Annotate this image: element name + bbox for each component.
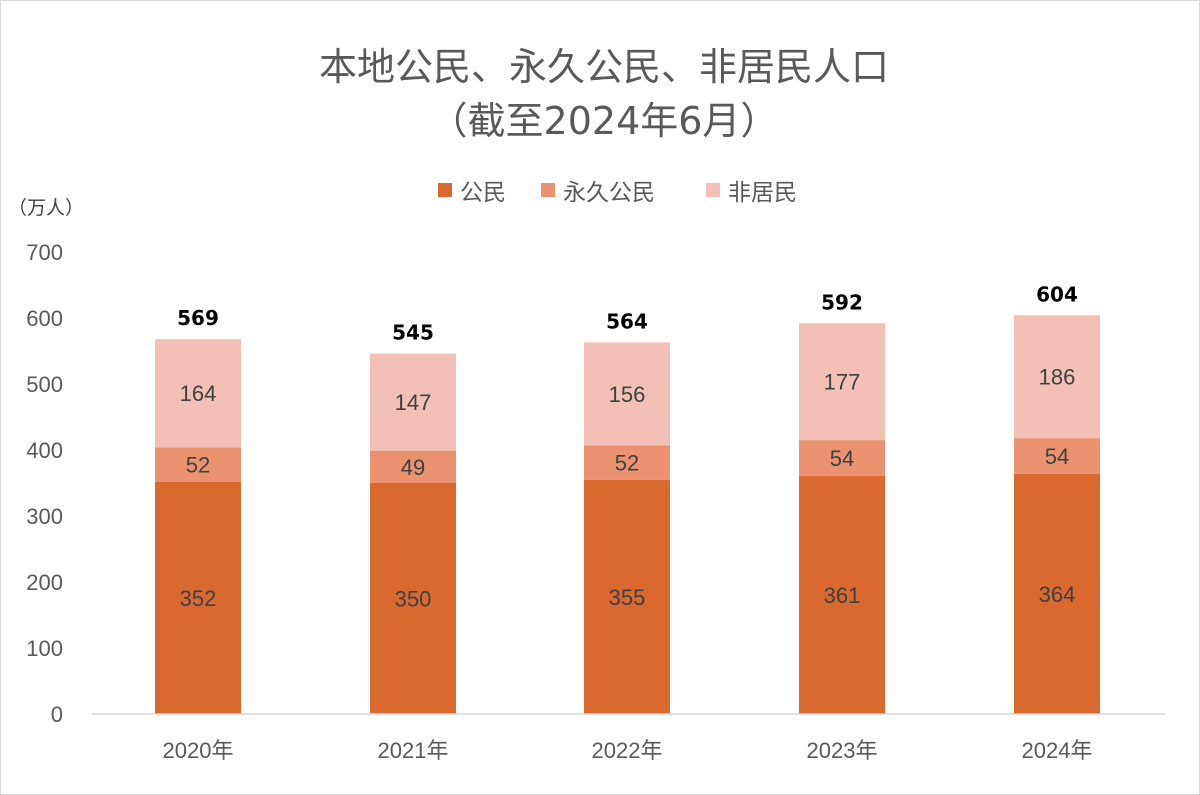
- segment-value-label: 352: [180, 586, 217, 611]
- legend-swatch: [706, 183, 720, 197]
- chart-title-line-2: （截至2024年6月）: [430, 99, 779, 143]
- y-axis-ticks: 0 100 200 300 400 500 600 700: [26, 240, 63, 727]
- bar-total-label: 569: [177, 306, 219, 330]
- segment-value-label: 156: [609, 382, 646, 407]
- legend: 公民 永久公民 非居民: [438, 180, 797, 206]
- bar-total-label: 564: [606, 309, 648, 333]
- segment-value-label: 49: [401, 455, 425, 480]
- bar-segment: [155, 481, 241, 714]
- bar-total-label: 545: [392, 321, 434, 345]
- bar-segment: [584, 479, 670, 714]
- bar-segment: [370, 483, 456, 714]
- legend-swatch: [438, 183, 452, 197]
- segment-value-label: 364: [1039, 582, 1076, 607]
- x-tick-label: 2023年: [807, 738, 878, 763]
- segment-value-label: 350: [395, 587, 432, 612]
- bar-segment: [370, 353, 456, 451]
- bar-total-label: 592: [821, 290, 863, 314]
- bar-segment: [155, 447, 241, 482]
- segment-value-label: 147: [395, 390, 432, 415]
- segment-value-label: 52: [615, 451, 639, 476]
- segment-value-label: 186: [1039, 365, 1076, 390]
- y-tick-label: 100: [26, 636, 63, 661]
- legend-label: 非居民: [728, 180, 797, 206]
- bar-segment: [1014, 473, 1100, 714]
- y-tick-label: 500: [26, 372, 63, 397]
- x-tick-label: 2022年: [592, 738, 663, 763]
- y-tick-label: 0: [51, 702, 63, 727]
- bar-segment: [584, 445, 670, 480]
- bar-segment: [1014, 315, 1100, 439]
- segment-value-label: 164: [180, 381, 217, 406]
- segment-value-label: 54: [830, 446, 854, 471]
- segment-value-label: 355: [609, 585, 646, 610]
- y-tick-label: 300: [26, 504, 63, 529]
- y-tick-label: 600: [26, 306, 63, 331]
- bar-segment: [1014, 438, 1100, 474]
- segment-value-label: 52: [186, 453, 210, 478]
- segment-value-label: 177: [824, 370, 861, 395]
- legend-label: 公民: [460, 180, 506, 206]
- bar-total-label: 604: [1036, 282, 1078, 306]
- bar-segment: [799, 440, 885, 476]
- y-tick-label: 700: [26, 240, 63, 265]
- legend-label: 永久公民: [563, 180, 655, 206]
- bar-segment: [155, 339, 241, 448]
- x-tick-label: 2021年: [378, 738, 449, 763]
- bar-segment: [370, 450, 456, 483]
- y-axis-unit-label: （万人）: [8, 197, 84, 219]
- bar-segment: [584, 342, 670, 446]
- bar-segment: [799, 475, 885, 714]
- bars: 352 52 164 569 350 49 147 545 355 52 156 564 361 54 17…: [155, 282, 1100, 714]
- bar-segment: [799, 323, 885, 441]
- x-tick-label: 2024年: [1022, 738, 1093, 763]
- x-axis-labels: 2020年 2021年 2022年 2023年 2024年: [163, 738, 1093, 763]
- legend-swatch: [541, 183, 555, 197]
- segment-value-label: 361: [824, 583, 861, 608]
- chart-title-line-1: 本地公民、永久公民、非居民人口: [319, 45, 889, 89]
- y-tick-label: 400: [26, 438, 63, 463]
- segment-value-label: 54: [1045, 444, 1069, 469]
- x-tick-label: 2020年: [163, 738, 234, 763]
- y-tick-label: 200: [26, 570, 63, 595]
